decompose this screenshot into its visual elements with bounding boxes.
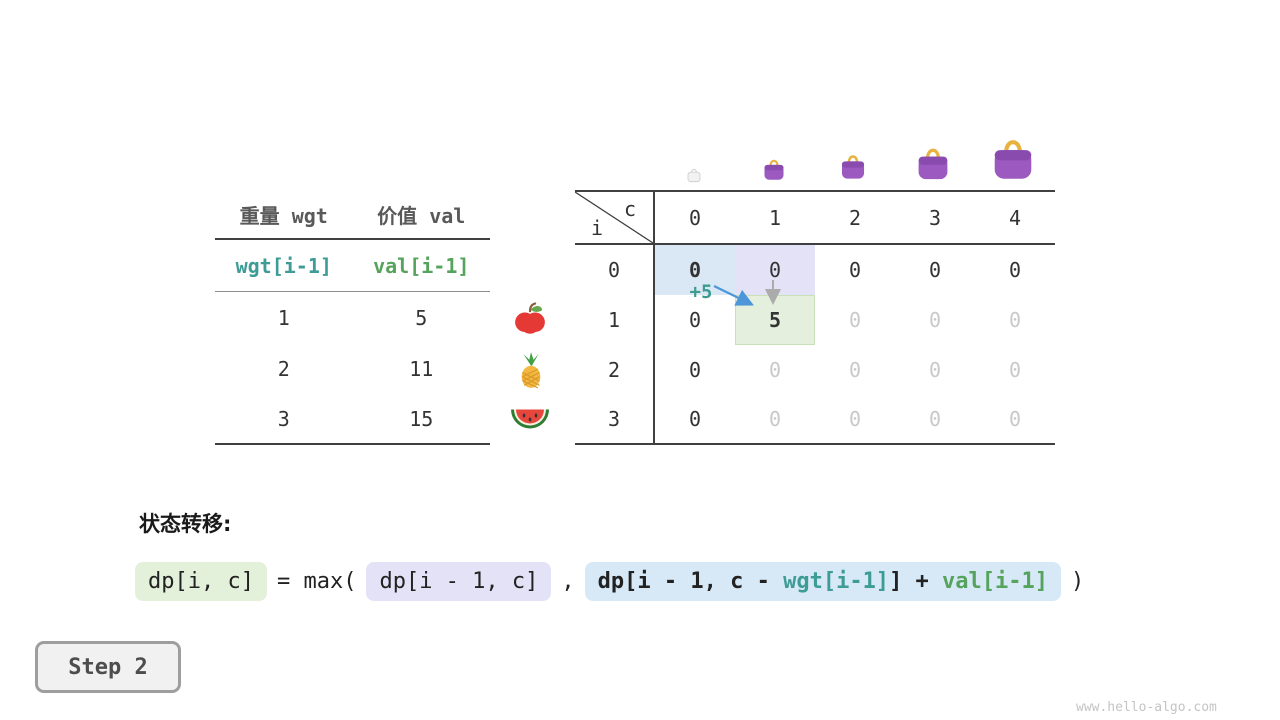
dp-cell-2-1: 0 bbox=[768, 358, 782, 382]
items-col-header-value: 价值 val bbox=[377, 203, 466, 228]
dp-cell-3-0: 0 bbox=[688, 407, 702, 431]
formula-term-take-wgt: wgt[i-1] bbox=[783, 568, 890, 594]
item-row-2: 2 11 bbox=[215, 343, 490, 394]
dp-col-header-2: 2 bbox=[848, 205, 862, 230]
dp-cell-0-2: 0 bbox=[848, 258, 862, 282]
formula-separator: , bbox=[561, 568, 575, 594]
dp-col-header-0: 0 bbox=[688, 205, 702, 230]
dp-corner-cell: c i bbox=[575, 192, 655, 243]
dp-cell-3-4: 0 bbox=[1008, 407, 1022, 431]
dp-row-0: 0 0 0 0 0 0 bbox=[575, 245, 1055, 295]
item-1-value: 5 bbox=[415, 305, 428, 330]
watermelon-icon bbox=[510, 408, 550, 433]
state-transition-formula: dp[i, c] = max( dp[i - 1, c] , dp[i - 1,… bbox=[135, 558, 1084, 604]
item-1-weight: 1 bbox=[277, 305, 290, 330]
formula-equals-max: = max( bbox=[276, 568, 357, 594]
dp-row-2: 2 0 0 0 0 0 bbox=[575, 345, 1055, 395]
dp-cell-2-0: 0 bbox=[688, 358, 702, 382]
dp-cell-0-4: 0 bbox=[1008, 258, 1022, 282]
dp-row-header-0: 0 bbox=[575, 245, 655, 295]
site-watermark: www.hello-algo.com bbox=[1076, 700, 1217, 715]
dp-cell-2-4: 0 bbox=[1008, 358, 1022, 382]
dp-col-header-3: 3 bbox=[928, 205, 942, 230]
handbag-icon-capacity-1 bbox=[762, 156, 786, 181]
item-row-3: 3 15 bbox=[215, 394, 490, 445]
state-transition-label: 状态转移: bbox=[139, 512, 232, 536]
dp-row-header-3: 3 bbox=[575, 395, 655, 443]
dp-cell-0-3: 0 bbox=[928, 258, 942, 282]
dp-col-header-4: 4 bbox=[1008, 205, 1022, 230]
items-formula-val: val[i-1] bbox=[373, 253, 470, 278]
item-3-value: 15 bbox=[409, 406, 434, 431]
step-indicator[interactable]: Step 2 bbox=[35, 641, 181, 693]
dp-cell-1-0: 0 bbox=[688, 308, 702, 332]
corner-diagonal-line bbox=[575, 192, 653, 243]
dp-cell-0-1: 0 bbox=[735, 245, 815, 295]
formula-close-paren: ) bbox=[1071, 568, 1085, 594]
items-formula-wgt: wgt[i-1] bbox=[235, 253, 332, 278]
dp-cell-1-2: 0 bbox=[848, 308, 862, 332]
dp-cell-3-2: 0 bbox=[848, 407, 862, 431]
item-2-value: 11 bbox=[409, 356, 434, 381]
items-col-header-weight: 重量 wgt bbox=[239, 203, 328, 228]
dp-cell-1-4: 0 bbox=[1008, 308, 1022, 332]
handbag-icon-capacity-0 bbox=[686, 166, 702, 183]
dp-axis-label-i: i bbox=[591, 216, 604, 240]
dp-table: c i 0 1 2 3 4 0 0 0 0 0 0 1 0 5 0 0 0 2 bbox=[575, 190, 1055, 445]
dp-cell-2-2: 0 bbox=[848, 358, 862, 382]
handbag-icon-capacity-2 bbox=[839, 151, 867, 180]
items-table: 重量 wgt 价值 val wgt[i-1] val[i-1] 1 5 2 11… bbox=[215, 190, 490, 445]
handbag-icon-capacity-3 bbox=[915, 143, 951, 181]
formula-term-take-mid: ] + bbox=[889, 568, 943, 594]
dp-row-3: 3 0 0 0 0 0 bbox=[575, 395, 1055, 445]
items-header-row: 重量 wgt 价值 val bbox=[215, 190, 490, 240]
dp-row-header-2: 2 bbox=[575, 345, 655, 395]
plus-value-annotation: +5 bbox=[689, 281, 713, 303]
formula-lhs: dp[i, c] bbox=[135, 561, 267, 601]
item-row-1: 1 5 bbox=[215, 292, 490, 343]
item-2-weight: 2 bbox=[277, 356, 290, 381]
formula-term-take-val: val[i-1] bbox=[942, 568, 1049, 594]
dp-row-1: 1 0 5 0 0 0 bbox=[575, 295, 1055, 345]
dp-cell-1-1: 5 bbox=[735, 295, 815, 345]
dp-axis-label-c: c bbox=[623, 197, 636, 221]
dp-cell-2-3: 0 bbox=[928, 358, 942, 382]
step-indicator-label: Step 2 bbox=[68, 654, 148, 680]
dp-header-row: c i 0 1 2 3 4 bbox=[575, 190, 1055, 245]
pineapple-icon bbox=[514, 350, 548, 390]
formula-term-take: dp[i - 1, c - wgt[i-1]] + val[i-1] bbox=[584, 561, 1062, 601]
dp-cell-3-1: 0 bbox=[768, 407, 782, 431]
formula-term-take-pre: dp[i - 1, c - bbox=[597, 568, 784, 594]
dp-col-header-1: 1 bbox=[768, 205, 782, 230]
items-formula-row: wgt[i-1] val[i-1] bbox=[215, 240, 490, 292]
handbag-icon-capacity-4 bbox=[990, 133, 1036, 181]
dp-cell-1-3: 0 bbox=[928, 308, 942, 332]
dp-cell-3-3: 0 bbox=[928, 407, 942, 431]
dp-row-header-1: 1 bbox=[575, 295, 655, 345]
item-3-weight: 3 bbox=[277, 406, 290, 431]
apple-icon bbox=[513, 301, 547, 335]
formula-term-skip: dp[i - 1, c] bbox=[366, 561, 552, 601]
